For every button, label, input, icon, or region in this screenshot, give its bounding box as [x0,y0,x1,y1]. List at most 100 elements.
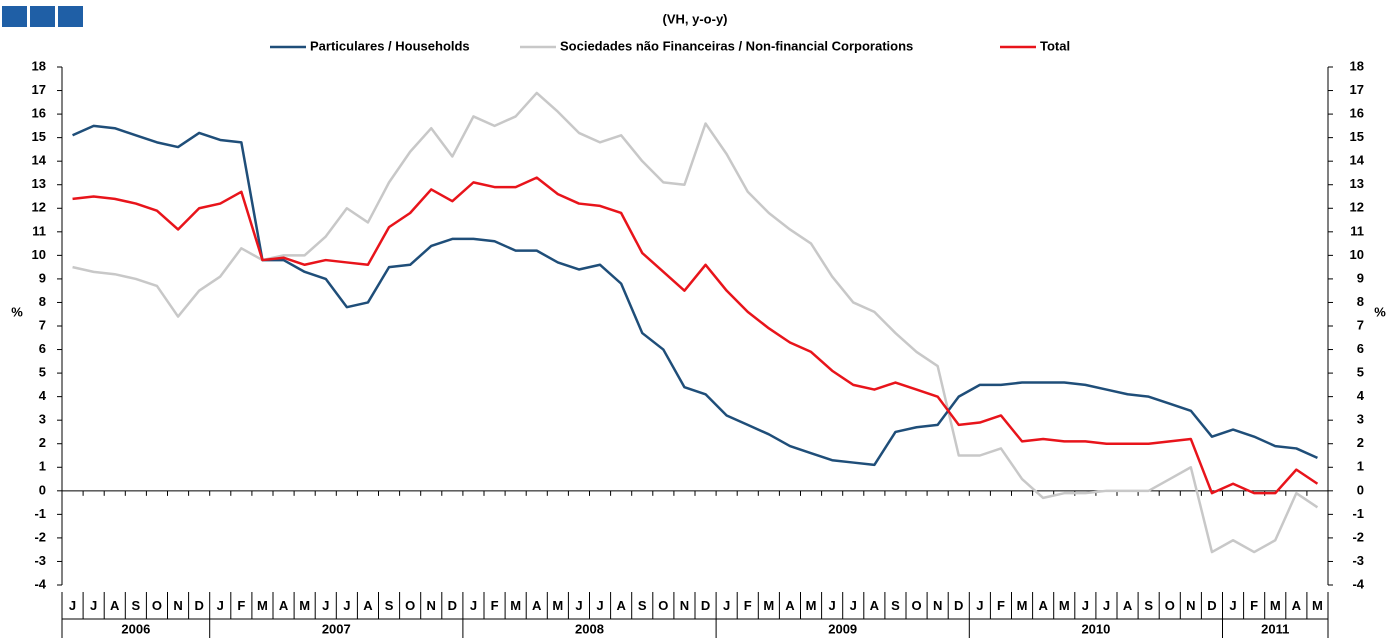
y2-tick-label: 10 [1350,247,1364,262]
year-label: 2008 [575,621,604,636]
y-tick-label: -2 [34,529,46,544]
x-tick-label: M [1059,598,1070,613]
x-tick-label: J [322,598,329,613]
x-tick-label: J [470,598,477,613]
y2-tick-label: 9 [1357,270,1364,285]
y-tick-label: 0 [39,482,46,497]
x-tick-label: A [1038,598,1048,613]
x-tick-label: O [152,598,162,613]
x-tick-label: F [1250,598,1258,613]
y-tick-label: 9 [39,270,46,285]
year-label: 2006 [121,621,150,636]
x-tick-label: D [194,598,203,613]
x-tick-label: J [1082,598,1089,613]
y-tick-label: 8 [39,294,46,309]
y2-tick-label: -2 [1352,529,1364,544]
y-tick-label: -4 [34,576,46,591]
y2-tick-label: 16 [1350,106,1364,121]
x-tick-label: N [680,598,689,613]
series-line [72,124,1318,467]
y2-tick-label: 1 [1357,459,1364,474]
x-tick-label: N [933,598,942,613]
x-tick-label: J [217,598,224,613]
y2-tick-label: 3 [1357,412,1364,427]
x-tick-label: J [69,598,76,613]
y2-tick-label: 6 [1357,341,1364,356]
series-line [72,91,1319,554]
y2-tick-label: 4 [1357,388,1365,403]
x-tick-label: M [552,598,563,613]
y-tick-label: -3 [34,553,46,568]
chart-title: (VH, y-o-y) [663,11,728,26]
x-tick-label: F [997,598,1005,613]
x-tick-label: M [1017,598,1028,613]
y-tick-label: 5 [39,365,46,380]
y-tick-label: 14 [32,153,47,168]
x-tick-label: J [1229,598,1236,613]
year-label: 2010 [1081,621,1110,636]
x-tick-label: A [870,598,880,613]
x-tick-label: A [1123,598,1133,613]
logo-block [30,6,55,27]
year-label: 2011 [1261,621,1289,636]
x-tick-label: N [173,598,182,613]
x-tick-label: S [1144,598,1153,613]
x-tick-label: D [1207,598,1216,613]
logo-block [2,6,27,27]
x-tick-label: M [763,598,774,613]
x-tick-label: A [532,598,542,613]
x-tick-label: A [616,598,626,613]
x-tick-label: F [237,598,245,613]
x-tick-label: S [638,598,647,613]
y-tick-label: 12 [32,200,46,215]
x-tick-label: M [299,598,310,613]
x-tick-label: D [954,598,963,613]
y2-tick-label: 17 [1350,82,1364,97]
y-tick-label: 7 [39,317,46,332]
x-tick-label: O [658,598,668,613]
y2-tick-label: 7 [1357,317,1364,332]
y2-tick-label: 13 [1350,176,1364,191]
y-tick-label: 17 [32,82,46,97]
x-tick-label: J [976,598,983,613]
y-tick-label: 13 [32,176,46,191]
y-tick-label: 3 [39,412,46,427]
y-tick-label: 16 [32,106,46,121]
x-tick-label: S [132,598,141,613]
x-tick-label: J [343,598,350,613]
x-tick-label: F [491,598,499,613]
x-tick-label: N [1186,598,1195,613]
y2-tick-label: -1 [1352,506,1364,521]
x-tick-label: J [1103,598,1110,613]
x-tick-label: J [850,598,857,613]
x-tick-label: M [510,598,521,613]
x-tick-label: F [744,598,752,613]
x-tick-label: M [1312,598,1323,613]
x-tick-label: D [448,598,457,613]
year-label: 2007 [322,621,351,636]
legend-label: Particulares / Households [310,38,470,53]
x-tick-label: J [723,598,730,613]
legend-label: Total [1040,38,1070,53]
y-tick-label: 1 [39,459,46,474]
y-tick-label: 18 [32,58,46,73]
x-tick-label: A [279,598,289,613]
y2-tick-label: 5 [1357,365,1364,380]
x-tick-label: O [1165,598,1175,613]
x-tick-label: N [427,598,436,613]
x-tick-label: A [1292,598,1302,613]
x-tick-label: M [806,598,817,613]
x-tick-label: A [363,598,373,613]
y-tick-label: 2 [39,435,46,450]
y2-tick-label: 18 [1350,58,1364,73]
x-tick-label: J [829,598,836,613]
y-tick-label: -1 [34,506,46,521]
legend-label: Sociedades não Financeiras / Non-financi… [560,38,913,53]
x-tick-label: A [785,598,795,613]
x-tick-label: M [257,598,268,613]
year-label: 2009 [828,621,857,636]
x-tick-label: D [701,598,710,613]
series-line [72,176,1319,495]
y2-tick-label: -4 [1352,576,1364,591]
